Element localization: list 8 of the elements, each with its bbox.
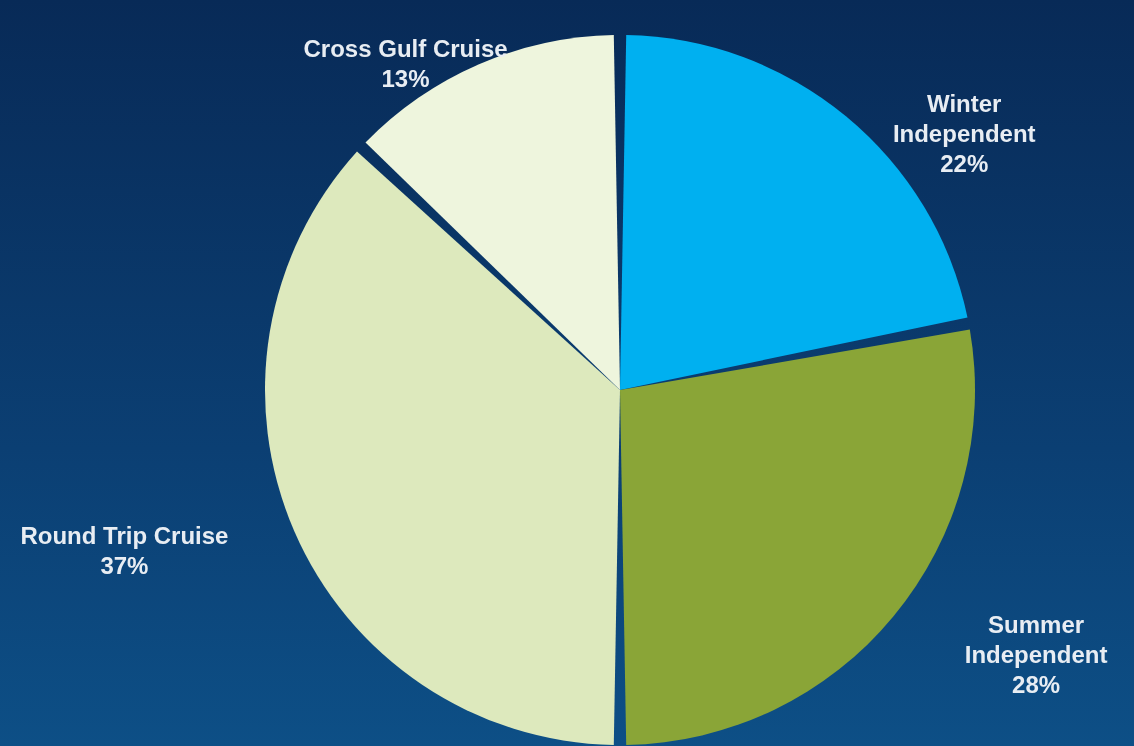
slice-label: Winter Independent — [892, 89, 1036, 147]
data-label: 37% — [100, 551, 149, 579]
slice-label: Summer Independent — [964, 610, 1108, 668]
data-label: 22% — [940, 149, 989, 177]
slice-label: Cross Gulf Cruise — [303, 35, 508, 63]
data-label: 28% — [1012, 670, 1061, 698]
slice-label: Round Trip Cruise — [20, 521, 229, 549]
data-label: 13% — [381, 65, 430, 93]
